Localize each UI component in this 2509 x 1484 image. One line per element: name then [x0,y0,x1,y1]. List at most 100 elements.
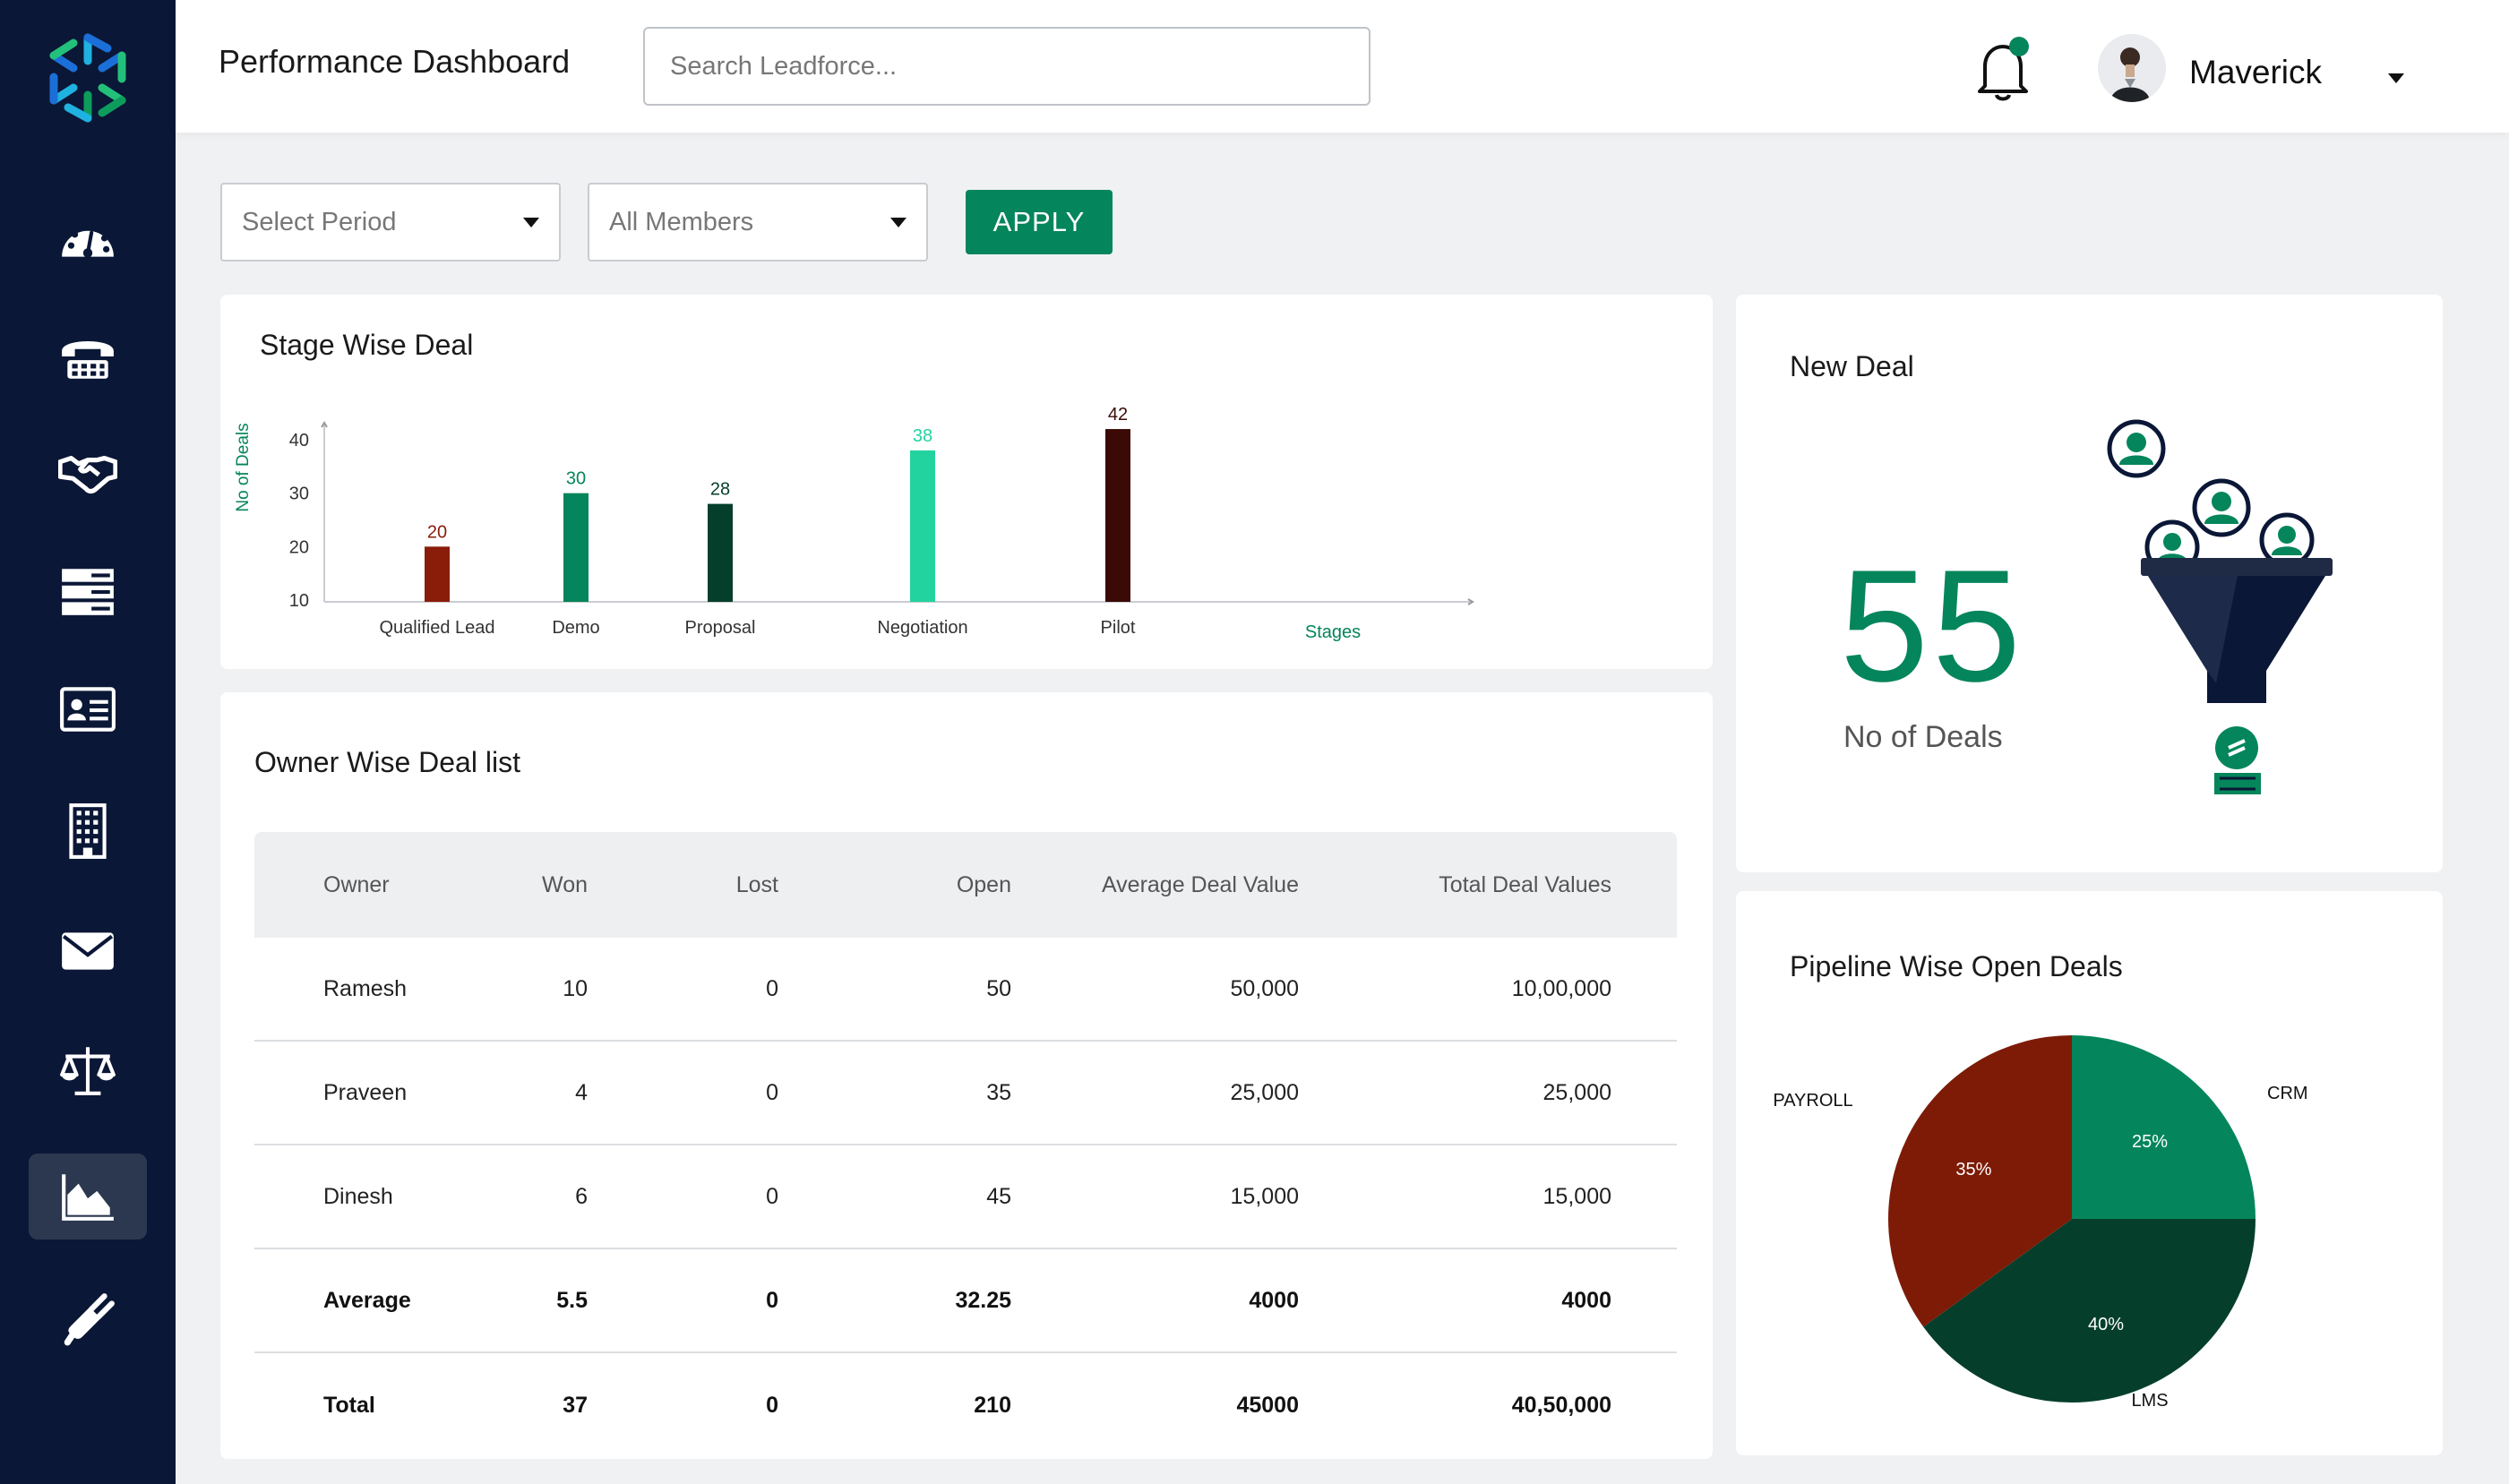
notification-bell-icon[interactable] [1971,36,2035,104]
column-header-average-deal-value[interactable]: Average Deal Value [1101,871,1299,897]
person-avatar-icon [2259,512,2315,568]
pie-category-label: CRM [2267,1084,2308,1103]
bar-value-label: 42 [1108,405,1128,425]
pipeline-chart-title: Pipeline Wise Open Deals [1790,950,2123,982]
avatar-photo [2098,34,2166,102]
chevron-down-icon [890,217,907,227]
nav-reports[interactable] [29,1154,147,1240]
pie-percent-label: 25% [2132,1132,2168,1152]
cell-average-deal-value: 15,000 [1230,1183,1299,1209]
nav-mail[interactable] [29,908,147,994]
cell-lost: 0 [766,1287,778,1313]
person-avatar-icon [2192,478,2251,537]
stage-bar-chart: 10 20 30 40 20 Qualified Lead 30 Demo 28 Proposa… [234,405,1474,642]
handshake-icon [58,455,117,494]
apply-button[interactable]: APPLY [966,190,1113,254]
x-tick-label: Qualified Lead [380,618,495,638]
cell-total-deal-values: 4000 [1561,1287,1611,1313]
bar-demo[interactable] [563,493,589,602]
telephone-icon [62,340,114,379]
owner-deal-table: Owner Won Lost Open Average Deal Value T… [254,832,1677,1457]
cell-owner: Praveen [323,1079,408,1105]
bar-value-label: 28 [710,480,730,500]
cell-open: 35 [986,1079,1011,1105]
owner-wise-deal-card: Owner Wise Deal list [220,692,1713,1459]
cell-open: 50 [986,975,1011,1001]
top-header: Performance Dashboard Maverick [176,0,2509,133]
pipeline-pie-chart: 25% CRM 40% LMS 35% PAYROLL [1773,1035,2308,1411]
new-deal-count-label: No of Deals [1843,720,2003,754]
bar-proposal[interactable] [708,503,733,602]
column-header-lost[interactable]: Lost [735,871,778,897]
column-header-total-deal-values[interactable]: Total Deal Values [1439,871,1611,897]
contact-card-icon [60,687,116,732]
cell-total-deal-values: 40,50,000 [1511,1392,1611,1418]
bar-qualified-lead[interactable] [425,546,450,602]
pie-category-label: LMS [2131,1391,2168,1411]
cell-average-deal-value: 4000 [1249,1287,1299,1313]
chevron-down-icon [523,217,539,227]
nav-companies[interactable] [29,788,147,874]
table-row[interactable]: Ramesh 10 0 50 50,000 10,00,000 [254,938,1677,1042]
cell-lost: 0 [766,975,778,1001]
cell-total-deal-values: 15,000 [1542,1183,1611,1209]
cell-average-deal-value: 25,000 [1230,1079,1299,1105]
table-row[interactable]: Praveen 4 0 35 25,000 25,000 [254,1042,1677,1145]
table-header-row: Owner Won Lost Open Average Deal Value T… [254,832,1677,938]
cell-open: 210 [974,1392,1011,1418]
period-select[interactable]: Select Period [220,183,561,262]
person-avatar-icon [2107,419,2166,478]
nav-servers[interactable] [29,548,147,634]
new-deal-card: New Deal [1736,295,2443,872]
leadforce-logo-icon[interactable] [43,30,133,125]
cell-total-deal-values: 10,00,000 [1511,975,1611,1001]
y-tick-label: 40 [289,431,309,450]
nav-compliance[interactable] [29,1028,147,1114]
bar-negotiation[interactable] [910,450,935,602]
new-deal-count: 55 [1840,536,2024,715]
notification-dot [2009,37,2029,56]
cell-owner: Total [323,1392,375,1418]
cell-lost: 0 [766,1183,778,1209]
y-axis-arrow-icon [321,421,328,428]
nav-deals[interactable] [29,428,147,514]
pie-percent-label: 40% [2088,1315,2124,1334]
column-header-won[interactable]: Won [542,871,588,897]
user-menu-chevron-down-icon[interactable] [2388,73,2404,83]
pie-category-label: PAYROLL [1773,1091,1852,1111]
nav-calls[interactable] [29,313,147,399]
pie-slice-payroll[interactable] [1888,1035,2072,1327]
pie-percent-label: 35% [1955,1160,1991,1179]
y-tick-label: 20 [289,537,309,557]
column-header-owner[interactable]: Owner [323,871,390,897]
pie-slice-lms[interactable] [1923,1219,2256,1403]
user-avatar[interactable] [2098,34,2166,102]
nav-dashboard[interactable] [29,197,147,283]
nav-integrations[interactable] [29,1275,147,1361]
stage-wise-deal-card: Stage Wise Deal 10 20 30 40 20 Qualified Lea… [220,295,1713,669]
search-input[interactable] [643,27,1370,106]
members-select[interactable]: All Members [588,183,928,262]
cell-won: 5.5 [556,1287,588,1313]
owner-table-title: Owner Wise Deal list [254,746,520,778]
x-axis-label: Stages [1305,622,1361,642]
members-select-value: All Members [609,207,754,236]
stage-chart-title: Stage Wise Deal [260,329,474,361]
nav-contacts[interactable] [29,666,147,752]
server-rack-icon [62,569,114,615]
table-row[interactable]: Dinesh 6 0 45 15,000 15,000 [254,1145,1677,1249]
cell-owner: Dinesh [323,1183,393,1209]
pipeline-wise-card: Pipeline Wise Open Deals 25% CRM 40% LMS 35%… [1736,891,2443,1455]
area-chart-icon [62,1174,114,1221]
column-header-open[interactable]: Open [956,871,1011,897]
x-tick-label: Proposal [685,618,756,638]
cell-average-deal-value: 50,000 [1230,975,1299,1001]
bar-pilot[interactable] [1105,429,1130,602]
pie-slice-crm[interactable] [2072,1035,2256,1219]
username[interactable]: Maverick [2189,54,2323,90]
cell-open: 45 [986,1183,1011,1209]
scales-icon [60,1047,116,1095]
cell-open: 32.25 [955,1287,1011,1313]
x-tick-label: Demo [552,618,599,638]
y-tick-label: 10 [289,591,309,611]
